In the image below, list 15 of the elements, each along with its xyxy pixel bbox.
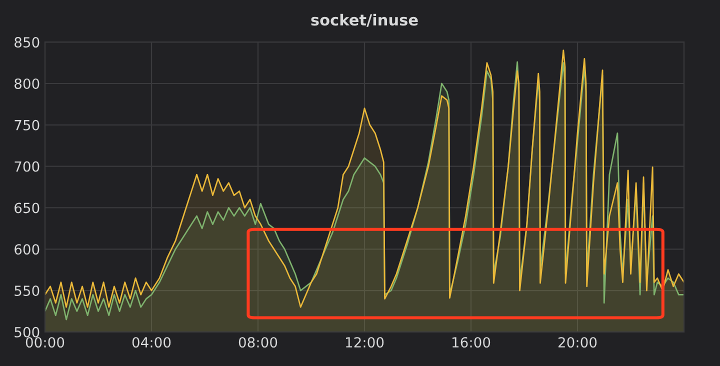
x-tick-label: 00:00 — [26, 337, 64, 348]
y-tick-label: 550 — [14, 286, 40, 296]
x-tick-label: 04:00 — [132, 337, 171, 348]
y-tick-label: 800 — [14, 78, 40, 89]
y-tick-label: 600 — [14, 244, 40, 255]
y-tick-label: 650 — [14, 202, 40, 214]
y-tick-label: 500 — [14, 326, 40, 338]
x-tick-label: 16:00 — [452, 337, 490, 348]
chart-title: socket/inuse — [311, 14, 418, 27]
x-tick-label: 20:00 — [558, 337, 597, 348]
y-tick-label: 750 — [14, 120, 40, 130]
x-tick-label: 12:00 — [346, 337, 384, 348]
y-tick-label: 700 — [14, 161, 40, 172]
x-tick-label: 08:00 — [238, 337, 278, 348]
y-tick-label: 850 — [14, 37, 40, 48]
